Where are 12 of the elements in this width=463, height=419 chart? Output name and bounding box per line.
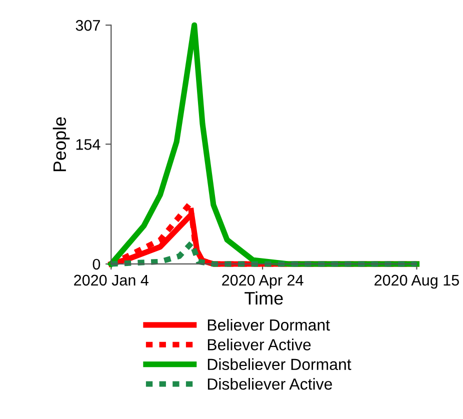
x-tick-label: 2020 Aug 15 — [374, 274, 459, 289]
y-tick-label: 307 — [76, 20, 100, 31]
x-tick-label: 2020 Jan 4 — [74, 274, 148, 286]
legend-label: Believer Dormant — [208, 318, 330, 331]
y-axis-title: People — [52, 117, 70, 172]
legend-label: Disbeliever Dormant — [208, 358, 352, 370]
y-tick-label: 154 — [76, 139, 100, 150]
legend-label: Disbeliever Active — [208, 378, 332, 390]
y-tick-label: 0 — [92, 258, 100, 270]
legend-label: Believer Active — [208, 338, 311, 350]
x-axis-title: Time — [244, 291, 283, 305]
x-tick-label: 2020 Apr 24 — [222, 274, 304, 289]
